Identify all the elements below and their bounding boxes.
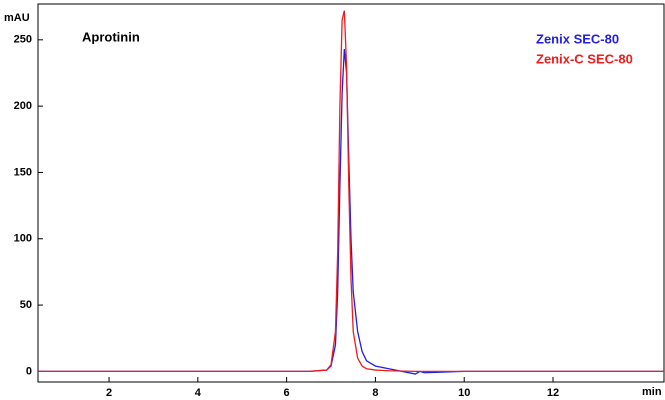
- y-axis-label: mAU: [4, 12, 30, 24]
- y-tick-label: 200: [14, 100, 32, 112]
- x-tick-label: 6: [284, 387, 290, 399]
- series-line: [38, 49, 664, 375]
- legend-label: Zenix SEC-80: [536, 31, 619, 46]
- plot-frame: [37, 3, 665, 383]
- series-line: [38, 10, 664, 373]
- y-tick-label: 150: [14, 166, 32, 178]
- chart-title: Aprotinin: [82, 29, 140, 44]
- x-tick-label: 12: [547, 387, 559, 399]
- x-tick-label: 4: [195, 387, 202, 399]
- x-tick-label: 10: [458, 387, 470, 399]
- x-tick-label: 2: [106, 387, 112, 399]
- legend-label: Zenix-C SEC-80: [536, 51, 633, 66]
- x-axis-label: min: [642, 386, 662, 398]
- y-tick-label: 100: [14, 233, 32, 245]
- y-tick-label: 0: [26, 365, 32, 377]
- x-tick-label: 8: [372, 387, 378, 399]
- y-tick-label: 250: [14, 34, 32, 46]
- y-tick-label: 50: [20, 299, 32, 311]
